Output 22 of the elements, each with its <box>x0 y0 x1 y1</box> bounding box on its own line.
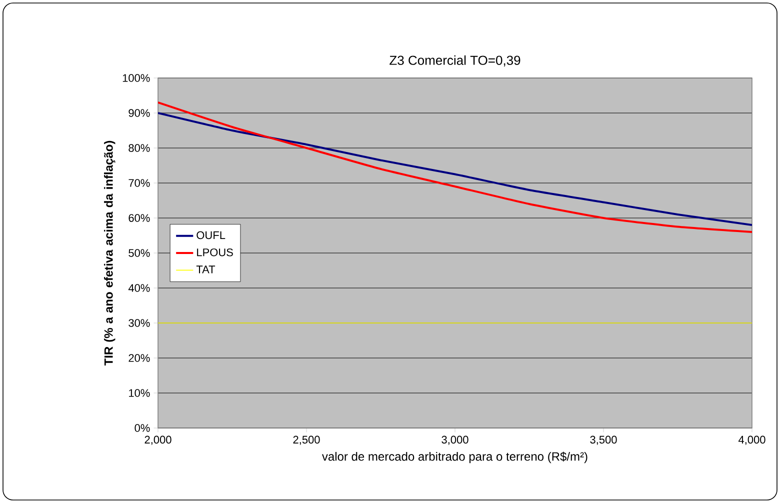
y-tick-label: 60% <box>128 214 150 222</box>
x-tick-label: 4,000 <box>738 436 766 445</box>
legend-label: OUFL <box>196 231 226 240</box>
y-tick-label: 10% <box>129 389 150 397</box>
y-tick-label: 70% <box>128 179 150 187</box>
y-tick-label: 50% <box>128 249 150 257</box>
legend-label: TAT <box>196 266 216 274</box>
y-tick-label: 30% <box>128 319 150 327</box>
y-axis-title: TIR (% a ano efetiva acima da inflação) <box>104 140 116 366</box>
y-tick-label: 100% <box>122 74 150 82</box>
legend-label: LPOUS <box>197 248 233 256</box>
chart-title: Z3 Comercial TO=0,39 <box>390 55 520 66</box>
x-tick-label: 3,500 <box>590 436 617 445</box>
x-tick-label: 2,500 <box>293 436 320 445</box>
y-tick-label: 20% <box>128 354 150 362</box>
y-tick-label: 40% <box>128 284 150 292</box>
y-tick-label: 0% <box>134 424 150 432</box>
x-tick-label: 2,000 <box>144 436 172 445</box>
x-axis-title: valor de mercado arbitrado para o terreno (R$/m²) <box>322 452 588 464</box>
y-tick-label: 90% <box>128 109 150 117</box>
x-tick-label: 3,000 <box>442 436 468 445</box>
y-tick-label: 80% <box>128 144 150 152</box>
